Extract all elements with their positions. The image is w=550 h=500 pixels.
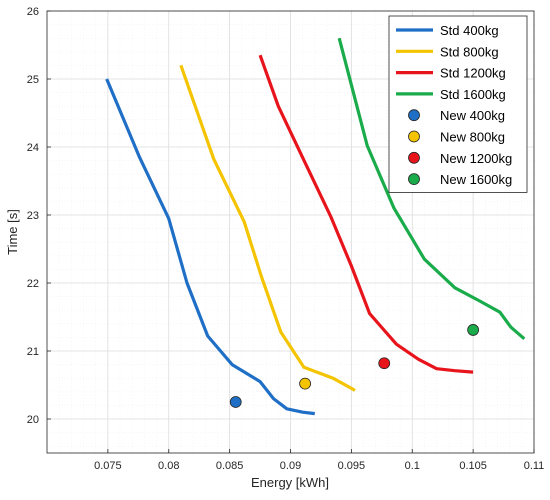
legend-label: New 800kg xyxy=(440,130,505,145)
x-axis-label: Energy [kWh] xyxy=(251,475,329,490)
x-tick-label: 0.08 xyxy=(158,460,179,472)
ticks: 0.075 0.08 0.085 0.09 0.095 0.1 0.105 0.11 20 21 2… xyxy=(27,6,545,472)
y-tick-label: 26 xyxy=(27,6,39,18)
legend-label: Std 400kg xyxy=(440,23,499,38)
x-tick-label: 0.085 xyxy=(216,460,244,472)
x-tick-label: 0.105 xyxy=(459,460,487,472)
x-tick-label: 0.09 xyxy=(280,460,301,472)
y-tick-label: 25 xyxy=(27,74,39,86)
legend: Std 400kg Std 800kg Std 1200kg Std 1600kg Ne… xyxy=(388,15,528,193)
y-axis-label: Time [s] xyxy=(5,209,20,255)
y-tick-label: 24 xyxy=(27,142,39,154)
series-line xyxy=(105,78,315,416)
legend-swatch-marker xyxy=(408,151,420,164)
series-marker xyxy=(229,396,242,408)
x-tick-label: 0.11 xyxy=(524,460,545,472)
series-marker xyxy=(467,324,480,336)
legend-label: Std 800kg xyxy=(440,44,499,59)
series-line xyxy=(258,54,474,374)
legend-label: Std 1200kg xyxy=(440,66,506,81)
legend-label: New 1600kg xyxy=(440,172,512,187)
series-layer xyxy=(105,37,526,416)
legend-swatch-marker xyxy=(408,173,420,186)
y-tick-label: 20 xyxy=(27,414,39,426)
legend-label: New 400kg xyxy=(440,108,505,123)
series-line xyxy=(179,64,356,392)
y-tick-label: 23 xyxy=(27,210,39,222)
series-marker xyxy=(378,357,391,370)
x-tick-label: 0.095 xyxy=(338,460,366,472)
legend-label: New 1200kg xyxy=(440,151,512,166)
legend-label: Std 1600kg xyxy=(440,87,506,102)
y-tick-label: 22 xyxy=(27,278,39,290)
y-tick-label: 21 xyxy=(27,346,39,358)
legend-box xyxy=(388,15,528,193)
series-line xyxy=(337,37,526,341)
legend-swatch-marker xyxy=(408,130,420,143)
legend-swatch-marker xyxy=(408,109,420,122)
series-marker xyxy=(299,377,312,390)
x-tick-label: 0.1 xyxy=(405,460,420,472)
x-tick-label: 0.075 xyxy=(94,460,122,472)
